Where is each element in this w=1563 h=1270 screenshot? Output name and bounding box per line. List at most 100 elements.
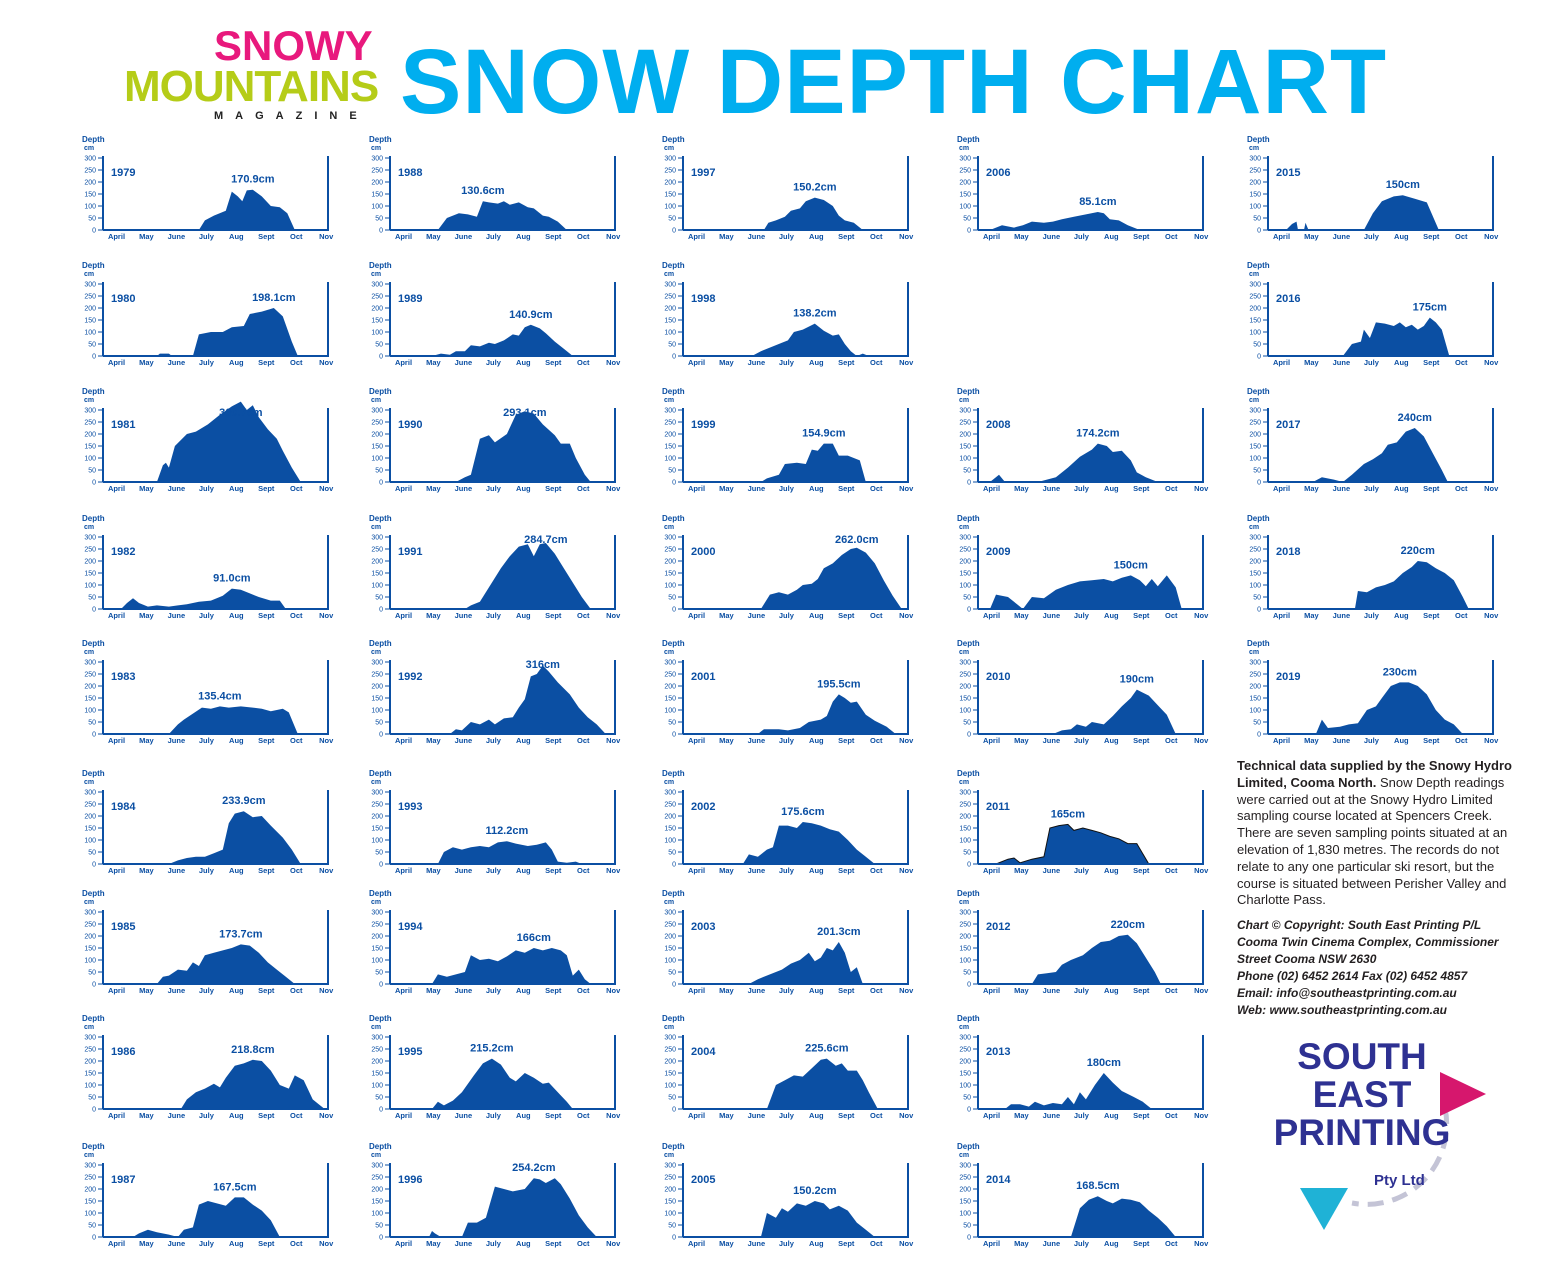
ytick-label: 50 (375, 595, 383, 602)
ytick-label: 150 (959, 444, 971, 451)
month-label: May (426, 986, 441, 995)
ytick-label: 200 (959, 934, 971, 941)
ytick-label: 50 (668, 850, 676, 857)
snow-depth-area-1999 (760, 443, 866, 482)
chart-panel-1997: Depth cm 0 50 100 150 200 250 300 April May June Jul… (660, 135, 930, 248)
snow-depth-area-2003 (748, 942, 863, 984)
month-label: Sept (838, 1239, 855, 1248)
month-label: May (139, 986, 154, 995)
month-label: April (983, 986, 1000, 995)
ytick-label: 250 (1249, 547, 1261, 554)
month-label: April (395, 358, 412, 367)
month-label: Sept (838, 232, 855, 241)
chart-panel-2014: Depth cm 0 50 100 150 200 250 300 April May June Jul… (955, 1142, 1225, 1255)
ylabel-depth: Depth (1247, 387, 1270, 396)
chart-panel-1989: Depth cm 0 50 100 150 200 250 300 April May June Jul… (367, 261, 637, 374)
month-label: Aug (809, 1239, 824, 1248)
year-label: 2005 (691, 1174, 715, 1186)
month-label: April (1273, 611, 1290, 620)
ytick-label: 50 (668, 468, 676, 475)
ytick-label: 50 (668, 595, 676, 602)
credit-line: Phone (02) 6452 2614 Fax (02) 6452 4857 (1237, 969, 1468, 984)
ytick-label: 50 (1253, 468, 1261, 475)
month-label: Oct (1455, 611, 1468, 620)
month-label: Oct (577, 611, 590, 620)
chart-panel-1980: Depth cm 0 50 100 150 200 250 300 April May June Jul… (80, 261, 350, 374)
snow-depth-area-2012 (1031, 934, 1161, 984)
month-label: Nov (1194, 232, 1209, 241)
ytick-label: 100 (1249, 330, 1261, 337)
ytick-label: 200 (84, 432, 96, 439)
month-label: June (1333, 358, 1351, 367)
month-label: May (719, 1239, 734, 1248)
peak-depth-label: 154.9cm (802, 428, 846, 440)
ylabel-cm: cm (664, 649, 674, 656)
ytick-label: 50 (88, 468, 96, 475)
peak-depth-label: 150.2cm (793, 1185, 837, 1197)
peak-depth-label: 130.6cm (461, 185, 505, 197)
snow-depth-area-1982 (121, 588, 286, 609)
month-label: July (486, 986, 502, 995)
month-label: July (779, 1111, 795, 1120)
peak-depth-label: 150cm (1114, 559, 1148, 571)
month-label: July (779, 484, 795, 493)
ytick-label: 200 (84, 814, 96, 821)
ytick-label: 250 (664, 294, 676, 301)
month-label: Nov (606, 358, 621, 367)
ytick-label: 150 (84, 192, 96, 199)
ytick-label: 100 (371, 958, 383, 965)
chart-panel-1979: Depth cm 0 50 100 150 200 250 300 April May June Jul… (80, 135, 350, 248)
month-label: April (1273, 358, 1290, 367)
peak-depth-label: 190cm (1120, 674, 1154, 686)
snow-depth-area-1997 (763, 197, 863, 230)
month-label: May (1014, 1111, 1029, 1120)
month-label: Aug (809, 611, 824, 620)
ytick-label: 0 (92, 1107, 96, 1114)
ytick-label: 0 (967, 480, 971, 487)
month-label: Aug (516, 1111, 531, 1120)
ytick-label: 200 (664, 432, 676, 439)
month-label: Sept (258, 611, 275, 620)
peak-depth-label: 91.0cm (213, 573, 251, 585)
month-label: May (1014, 232, 1029, 241)
ytick-label: 100 (84, 1211, 96, 1218)
peak-depth-label: 198.1cm (252, 292, 296, 304)
month-label: July (1074, 736, 1090, 745)
year-label: 1987 (111, 1174, 135, 1186)
month-label: Aug (516, 866, 531, 875)
ytick-label: 200 (84, 1059, 96, 1066)
month-label: April (688, 736, 705, 745)
year-label: 2010 (986, 671, 1010, 683)
ylabel-depth: Depth (82, 889, 105, 898)
credit-web: Web: www.southeastprinting.com.au (1237, 1003, 1448, 1018)
month-label: April (108, 611, 125, 620)
ylabel-depth: Depth (369, 1142, 392, 1151)
ytick-label: 100 (371, 204, 383, 211)
snow-depth-area-2019 (1315, 682, 1463, 734)
ytick-label: 300 (84, 282, 96, 289)
month-label: May (426, 358, 441, 367)
ytick-label: 0 (92, 982, 96, 989)
month-label: Oct (577, 986, 590, 995)
month-label: Aug (229, 358, 244, 367)
ytick-label: 250 (84, 420, 96, 427)
year-label: 1999 (691, 419, 715, 431)
ytick-label: 150 (371, 1199, 383, 1206)
ytick-label: 0 (967, 228, 971, 235)
ytick-label: 0 (92, 862, 96, 869)
ytick-label: 50 (1253, 342, 1261, 349)
ytick-label: 200 (84, 180, 96, 187)
ylabel-cm: cm (664, 1152, 674, 1159)
month-label: Nov (899, 1111, 914, 1120)
month-label: Sept (838, 611, 855, 620)
ytick-label: 100 (84, 583, 96, 590)
ylabel-depth: Depth (957, 889, 980, 898)
month-label: Oct (577, 358, 590, 367)
ytick-label: 150 (1249, 444, 1261, 451)
ytick-label: 100 (664, 204, 676, 211)
ylabel-depth: Depth (369, 769, 392, 778)
